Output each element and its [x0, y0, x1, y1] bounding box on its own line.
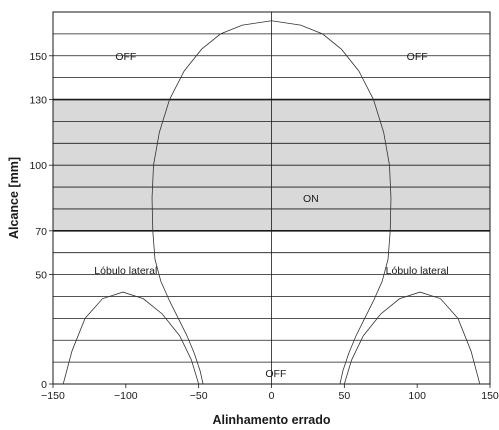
region-label: ON: [303, 193, 319, 205]
y-tick-label: 70: [35, 226, 47, 238]
x-tick-label: 150: [481, 390, 499, 402]
y-tick-label: 100: [29, 160, 47, 172]
main-lobe-curve: [151, 20, 392, 385]
x-tick-label: −100: [114, 390, 138, 402]
y-axis-ticks: 0 50 70 100 130 150: [29, 51, 53, 391]
x-tick-label: 100: [408, 390, 426, 402]
region-label: Lóbulo lateral: [386, 265, 449, 277]
region-label: OFF: [407, 51, 428, 63]
side-lobe-curve: [62, 291, 200, 385]
x-tick-label: 0: [269, 390, 275, 402]
x-axis-title: Alinhamento errado: [212, 413, 330, 427]
x-tick-label: −150: [41, 390, 65, 402]
y-tick-label: 150: [29, 51, 47, 63]
region-label: OFF: [265, 368, 286, 380]
y-tick-label: 130: [29, 95, 47, 107]
y-tick-label: 0: [41, 379, 47, 391]
region-label: Lóbulo lateral: [94, 265, 157, 277]
region-label: OFF: [115, 51, 136, 63]
series-curves: [62, 20, 481, 385]
x-tick-label: −50: [190, 390, 208, 402]
region-labels: OFF OFF ON Lóbulo lateral Lóbulo lateral OFF: [94, 51, 448, 380]
y-tick-label: 50: [35, 270, 47, 282]
x-axis-ticks: −150 −100 −50 0 50 100 150: [41, 384, 499, 402]
y-axis-title: Alcance [mm]: [7, 157, 21, 239]
x-tick-label: 50: [338, 390, 350, 402]
side-lobe-curve: [343, 291, 481, 385]
